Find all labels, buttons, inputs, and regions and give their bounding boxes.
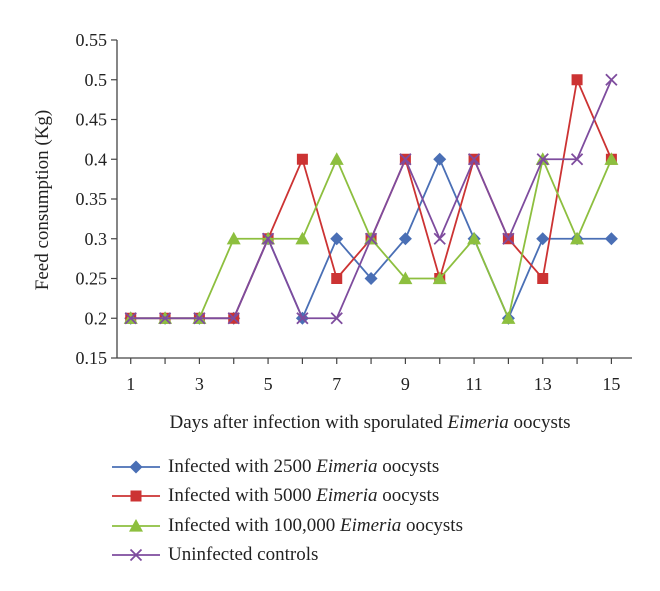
legend-swatch (112, 460, 160, 474)
y-tick-label: 0.3 (85, 229, 108, 249)
legend-marker (129, 518, 143, 532)
x-tick-label: 15 (602, 374, 620, 394)
data-point (364, 272, 378, 285)
x-tick-label: 7 (332, 374, 341, 394)
y-tick-label: 0.55 (76, 30, 108, 50)
legend-label: Infected with 5000 Eimeria oocysts (168, 485, 440, 507)
data-point (536, 153, 549, 166)
x-tick-label: 11 (465, 374, 482, 394)
data-point (226, 231, 241, 245)
y-tick-label: 0.35 (76, 189, 108, 209)
y-tick-label: 0.25 (76, 269, 108, 289)
legend-marker (129, 460, 143, 474)
data-point (502, 232, 515, 245)
data-point (501, 311, 516, 324)
data-point (331, 273, 343, 284)
data-point (330, 232, 344, 246)
y-tick-label: 0.4 (85, 149, 108, 169)
x-tick-label: 5 (264, 374, 273, 394)
legend-item: Uninfected controls (110, 541, 463, 571)
data-point (398, 232, 412, 246)
data-point (399, 153, 412, 166)
data-point (467, 153, 481, 166)
legend-swatch (112, 549, 160, 562)
x-axis-title: Days after infection with sporulated Eim… (169, 412, 570, 433)
legend-item: Infected with 100,000 Eimeria oocysts (110, 511, 463, 541)
legend-marker (129, 549, 143, 562)
x-tick-label: 9 (401, 374, 410, 394)
series-layer (123, 73, 619, 325)
y-tick-label: 0.15 (76, 348, 108, 368)
data-point (467, 231, 482, 245)
data-point (604, 232, 618, 246)
legend-label: Infected with 100,000 Eimeria oocysts (168, 514, 463, 536)
data-point (571, 74, 583, 86)
y-tick-label: 0.5 (85, 70, 108, 90)
data-point (537, 273, 549, 284)
legend-swatch (112, 518, 160, 532)
series-2 (125, 74, 617, 324)
data-point (330, 312, 343, 325)
data-point (329, 152, 344, 165)
y-tick-label: 0.45 (76, 110, 108, 130)
line-chart: 0.550.50.450.40.350.30.250.20.151 3 5 7 9 11 1… (32, 30, 632, 433)
data-point (261, 232, 275, 245)
data-point (570, 153, 584, 166)
axes: 0.550.50.450.40.350.30.250.20.151 3 5 7 9 11 1… (76, 30, 632, 394)
legend-item: Infected with 5000 Eimeria oocysts (110, 482, 463, 512)
data-point (364, 232, 378, 245)
data-point (604, 152, 619, 165)
y-tick-label: 0.2 (85, 308, 108, 328)
legend-swatch (112, 490, 160, 502)
data-point (536, 232, 550, 246)
x-tick-label: 13 (534, 374, 552, 394)
x-tick-label: 3 (195, 374, 204, 394)
data-point (570, 231, 585, 245)
data-point (432, 271, 447, 285)
legend-marker (130, 490, 142, 502)
legend-label: Uninfected controls (168, 544, 319, 566)
legend-label: Infected with 2500 Eimeria oocysts (168, 455, 440, 477)
y-axis-title: Feed consumption (Kg) (32, 110, 53, 290)
data-point (227, 312, 240, 325)
data-point (605, 73, 618, 86)
legend-item: Infected with 2500 Eimeria oocysts (110, 452, 463, 482)
data-point (296, 312, 309, 325)
data-point (158, 312, 172, 325)
data-point (398, 271, 413, 285)
legend: Infected with 2500 Eimeria oocysts Infect… (110, 452, 463, 570)
x-tick-label: 1 (126, 374, 135, 394)
data-point (124, 312, 137, 325)
data-point (295, 231, 310, 245)
data-point (193, 312, 206, 325)
data-point (433, 232, 446, 245)
series-4 (124, 73, 618, 325)
data-point (296, 153, 308, 165)
data-point (433, 152, 447, 166)
